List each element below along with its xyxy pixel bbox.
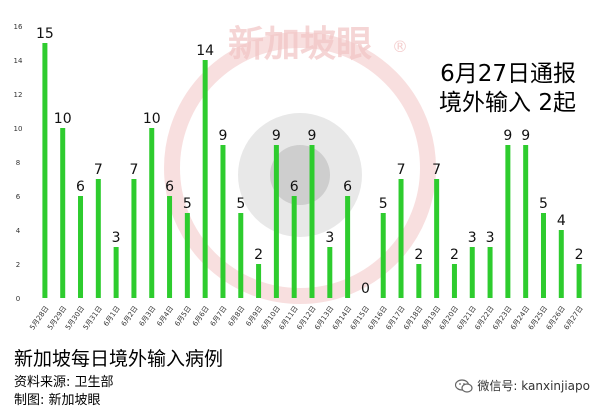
bar: [167, 196, 173, 298]
y-tick-label: 12: [14, 91, 23, 99]
bar: [469, 247, 475, 298]
x-tick-label: 6月1日: [102, 305, 122, 328]
data-label: 9: [308, 128, 317, 144]
data-label: 3: [325, 230, 334, 246]
data-label: 10: [143, 111, 161, 127]
bar: [149, 128, 155, 298]
data-label: 7: [397, 162, 406, 178]
bar: [434, 179, 440, 298]
bar: [60, 128, 66, 298]
bar: [113, 247, 119, 298]
bar: [345, 196, 351, 298]
bar: [416, 264, 422, 298]
x-tick-label: 6月6日: [191, 305, 211, 328]
data-label: 5: [183, 196, 192, 212]
data-label: 6: [290, 179, 299, 195]
y-tick-label: 4: [16, 227, 21, 235]
y-tick-label: 10: [14, 125, 23, 133]
data-label: 5: [236, 196, 245, 212]
data-label: 9: [503, 128, 512, 144]
chart-title: 新加坡每日境外输入病例: [14, 348, 224, 370]
headline-count: 境外输入 2起: [439, 90, 576, 116]
data-label: 7: [129, 162, 138, 178]
watermark-text: 新加坡眼: [228, 24, 372, 65]
bar: [576, 264, 582, 298]
x-tick-label: 6月5日: [173, 305, 193, 328]
x-tick-label: 6月7日: [209, 305, 229, 328]
bar: [327, 247, 333, 298]
wechat-icon: [455, 378, 474, 393]
bar: [451, 264, 457, 298]
data-label: 5: [379, 196, 388, 212]
data-label: 6: [76, 179, 85, 195]
data-label: 6: [343, 179, 352, 195]
data-label: 7: [94, 162, 103, 178]
bar: [238, 213, 244, 298]
data-label: 3: [112, 230, 121, 246]
watermark-ring: [164, 32, 436, 304]
y-axis: 0 2 4 6 8 10 12 14 16: [14, 23, 23, 303]
bar: [291, 196, 297, 298]
bar: [558, 230, 564, 298]
watermark: 新加坡眼 ®: [164, 24, 436, 304]
bar: [256, 264, 262, 298]
bar: [540, 213, 546, 298]
headline-date: 6月27日通报: [440, 61, 576, 87]
data-label: 5: [539, 196, 548, 212]
y-tick-label: 0: [16, 295, 20, 303]
data-label: 6: [165, 179, 174, 195]
bar: [380, 213, 386, 298]
wechat-id-text: 微信号: kanxinjiapo: [477, 379, 590, 393]
data-label: 3: [486, 230, 495, 246]
bar: [309, 145, 315, 298]
y-tick-label: 6: [16, 193, 21, 201]
data-label: 14: [196, 43, 214, 59]
data-label: 10: [54, 111, 72, 127]
bar: [184, 213, 190, 298]
wechat-id: 微信号: kanxinjiapo: [455, 377, 590, 394]
y-tick-label: 16: [14, 23, 23, 31]
data-label: 4: [557, 213, 566, 229]
bar: [505, 145, 511, 298]
data-label: 0: [361, 281, 370, 297]
bar: [273, 145, 279, 298]
data-label: 7: [432, 162, 441, 178]
bar: [398, 179, 404, 298]
bar: [42, 43, 48, 298]
bar: [95, 179, 101, 298]
bar: [78, 196, 84, 298]
x-axis-tick-labels: 5月28日5月29日5月30日5月31日6月1日6月2日6月3日6月4日6月5日…: [28, 305, 584, 332]
watermark-pupil: [270, 145, 330, 205]
x-tick-label: 6月3日: [138, 305, 158, 328]
data-label: 2: [414, 247, 423, 263]
bar: [523, 145, 529, 298]
watermark-registered-mark: ®: [392, 37, 408, 56]
chart-credit: 制图: 新加坡眼: [14, 393, 101, 408]
bar: [131, 179, 137, 298]
data-source: 资料来源: 卫生部: [14, 375, 114, 390]
data-label: 3: [468, 230, 477, 246]
x-tick-label: 6月4日: [155, 305, 175, 328]
data-label: 9: [521, 128, 530, 144]
bar: [220, 145, 226, 298]
bar: [487, 247, 493, 298]
data-label: 15: [36, 26, 54, 42]
y-tick-label: 2: [16, 261, 20, 269]
x-tick-label: 6月2日: [120, 305, 140, 328]
bars: [42, 43, 582, 298]
data-label: 2: [575, 247, 584, 263]
x-tick-label: 6月8日: [227, 305, 247, 328]
data-label: 2: [450, 247, 459, 263]
data-label: 9: [219, 128, 228, 144]
data-label: 9: [272, 128, 281, 144]
y-tick-label: 14: [14, 57, 23, 65]
bar: [202, 60, 208, 298]
y-tick-label: 8: [16, 159, 20, 167]
data-label: 2: [254, 247, 263, 263]
